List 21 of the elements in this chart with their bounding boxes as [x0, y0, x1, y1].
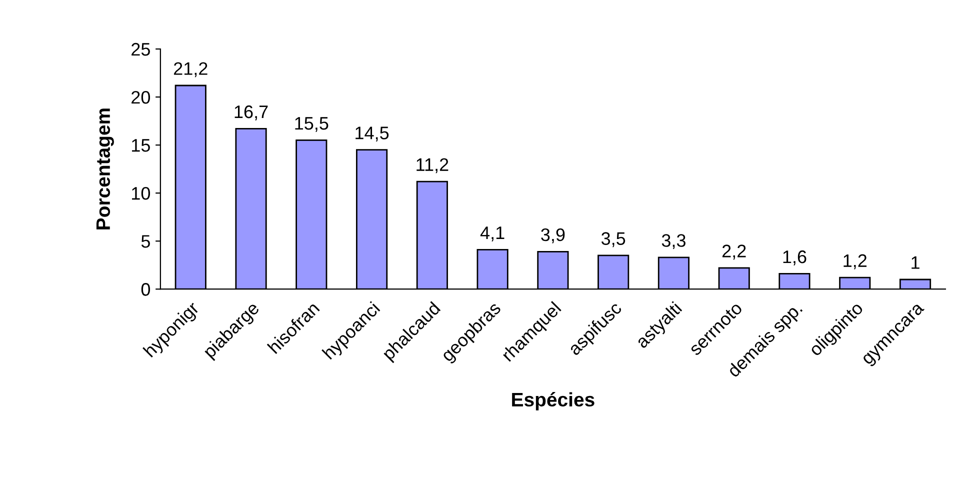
data-label: 3,9	[541, 228, 565, 244]
y-tick-label: 10	[132, 186, 150, 200]
data-label: 1,6	[783, 250, 806, 266]
data-label: 21,2	[174, 62, 208, 78]
data-label: 1,2	[844, 254, 867, 270]
y-axis-title: Porcentagem	[96, 108, 114, 230]
y-tick-label: 25	[132, 42, 150, 56]
data-label: 1	[912, 256, 920, 269]
y-tick-label: 15	[132, 139, 150, 152]
data-label: 15,5	[295, 117, 328, 132]
data-label: 16,7	[234, 105, 268, 120]
data-label: 14,5	[356, 126, 389, 142]
x-axis-title: Espécies	[512, 392, 594, 410]
data-label: 11,2	[416, 158, 448, 174]
y-tick-label: 5	[141, 235, 150, 248]
y-tick-label: 20	[132, 90, 150, 104]
y-tick-label: 0	[141, 283, 150, 296]
data-label: 3,3	[662, 234, 686, 250]
data-label: 3,5	[601, 232, 626, 248]
data-label: 2,2	[722, 244, 746, 260]
data-label: 4,1	[480, 226, 504, 242]
